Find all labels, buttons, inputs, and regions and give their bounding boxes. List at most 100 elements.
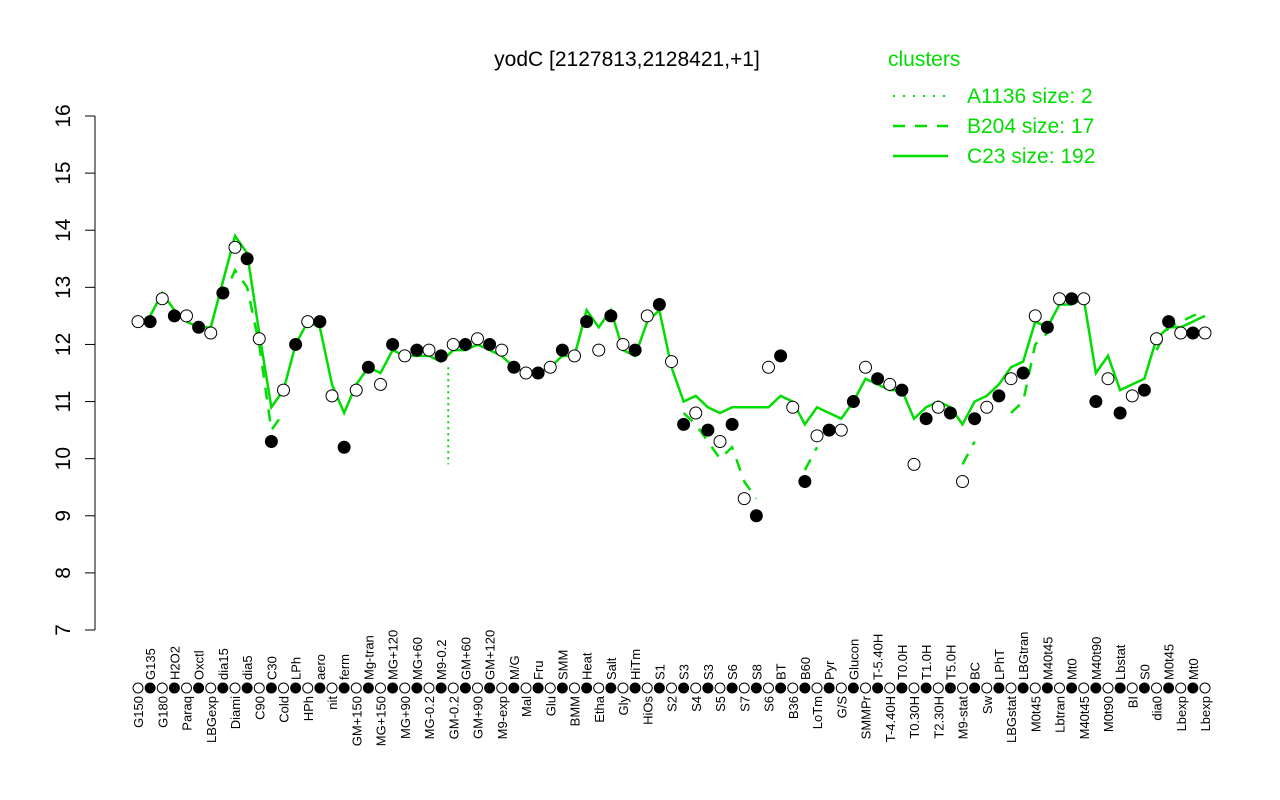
x-tick-label: Lbtran xyxy=(1053,696,1068,733)
rug-point xyxy=(629,682,641,694)
x-tick-label: Lbstat xyxy=(1113,644,1128,680)
data-point xyxy=(737,492,751,506)
data-point xyxy=(616,337,630,351)
x-tick-label: T5.0H xyxy=(943,645,958,680)
legend-label: A1136 size: 2 xyxy=(967,85,1093,108)
x-tick-label: S4 xyxy=(689,696,704,712)
data-point xyxy=(640,309,654,323)
data-point xyxy=(471,332,484,346)
x-tick-label: dia0 xyxy=(1150,696,1165,721)
rug-point xyxy=(750,682,762,694)
data-point xyxy=(398,349,412,363)
x-tick-label: MG+120 xyxy=(386,630,401,680)
x-tick-label: nit xyxy=(325,696,340,710)
data-point xyxy=(1028,309,1042,323)
rug-point xyxy=(981,682,993,694)
data-point xyxy=(956,475,969,489)
rug-point xyxy=(678,682,690,694)
x-tick-label: M40t45 xyxy=(1040,637,1055,680)
x-tick-label: Glu xyxy=(543,696,558,716)
data-point xyxy=(1174,326,1188,340)
legend-label: C23 size: 192 xyxy=(967,145,1095,168)
x-tick-label: S6 xyxy=(762,696,777,712)
chart-title: yodC [2127813,2128421,+1] xyxy=(494,48,760,71)
data-point xyxy=(628,343,642,357)
data-point xyxy=(725,417,739,431)
data-point xyxy=(1077,292,1091,306)
rug-point xyxy=(702,682,714,694)
x-tick-label: M0t45 xyxy=(1162,644,1177,680)
data-point xyxy=(155,292,169,306)
rug-point xyxy=(1005,682,1017,694)
rug-point xyxy=(459,682,471,694)
rug-point xyxy=(338,682,350,694)
data-point xyxy=(689,406,703,420)
rug-point xyxy=(375,682,386,694)
x-tick-label: GM+90 xyxy=(471,696,486,739)
y-tick-label: 12 xyxy=(52,333,75,356)
x-tick-label: BMM xyxy=(568,696,583,726)
rug-point xyxy=(1199,682,1211,694)
legend-title: clusters xyxy=(888,48,960,71)
x-tick-label: M0t45 xyxy=(1028,696,1043,732)
rug-point xyxy=(399,682,411,694)
x-tick-label: Heat xyxy=(580,652,595,680)
x-tick-label: S2 xyxy=(665,696,680,712)
rug-point xyxy=(1102,682,1114,694)
rug-point xyxy=(993,682,1005,694)
data-point xyxy=(774,349,788,363)
x-tick-label: GM+120 xyxy=(483,630,498,680)
data-point xyxy=(980,400,994,414)
y-tick-label: 14 xyxy=(52,218,75,242)
y-tick-label: 10 xyxy=(52,447,75,470)
x-tick-label: Gly xyxy=(616,696,631,716)
rug-point xyxy=(884,682,896,694)
data-point xyxy=(846,395,860,409)
x-tick-label: T-4.40H xyxy=(883,696,898,742)
rug-point xyxy=(617,682,629,694)
data-point xyxy=(458,337,472,351)
data-point xyxy=(883,377,897,391)
data-point xyxy=(422,343,436,357)
rug-point xyxy=(835,682,847,694)
x-tick-label: LBGexp xyxy=(204,696,219,743)
data-point xyxy=(992,389,1006,403)
rug-point xyxy=(290,682,302,694)
data-point xyxy=(1150,332,1163,346)
x-tick-label: aero xyxy=(313,654,328,680)
data-point xyxy=(895,383,909,397)
data-point xyxy=(204,326,218,340)
data-point xyxy=(1125,389,1139,403)
x-tick-label: Mg-tran xyxy=(361,635,376,680)
rug-point xyxy=(508,682,520,694)
rug-point xyxy=(714,682,726,694)
rug-point xyxy=(1078,682,1090,694)
x-tick-label: BC xyxy=(968,662,983,680)
data-point xyxy=(968,412,982,426)
rug-point xyxy=(775,682,787,694)
x-tick-label: M0t90 xyxy=(1101,696,1116,732)
data-point xyxy=(240,252,254,266)
x-axis: G150 G135 G180 H2O2 Paraq Oxctl LBGexp dia15 Dia… xyxy=(131,630,1213,746)
rug-point xyxy=(1041,682,1053,694)
rug-point xyxy=(1126,682,1138,694)
rug-point xyxy=(1090,682,1102,694)
data-point xyxy=(519,366,533,380)
data-point xyxy=(349,383,363,397)
data-point xyxy=(374,377,387,391)
x-tick-label: T1.0H xyxy=(919,645,934,680)
x-tick-label: M9-stat xyxy=(956,696,971,740)
rug-point xyxy=(1066,682,1078,694)
rug-point xyxy=(811,682,823,694)
rug-point xyxy=(969,682,981,694)
rug-point xyxy=(411,682,423,694)
rug-point xyxy=(496,682,508,694)
rug-point xyxy=(605,682,617,694)
x-tick-label: SMM xyxy=(555,650,570,680)
rug-point xyxy=(1029,682,1041,694)
x-tick-label: T2.30H xyxy=(931,696,946,739)
data-point xyxy=(434,349,448,363)
data-point xyxy=(289,337,303,351)
x-tick-label: Cold xyxy=(277,696,292,723)
rug-point xyxy=(1017,682,1029,694)
